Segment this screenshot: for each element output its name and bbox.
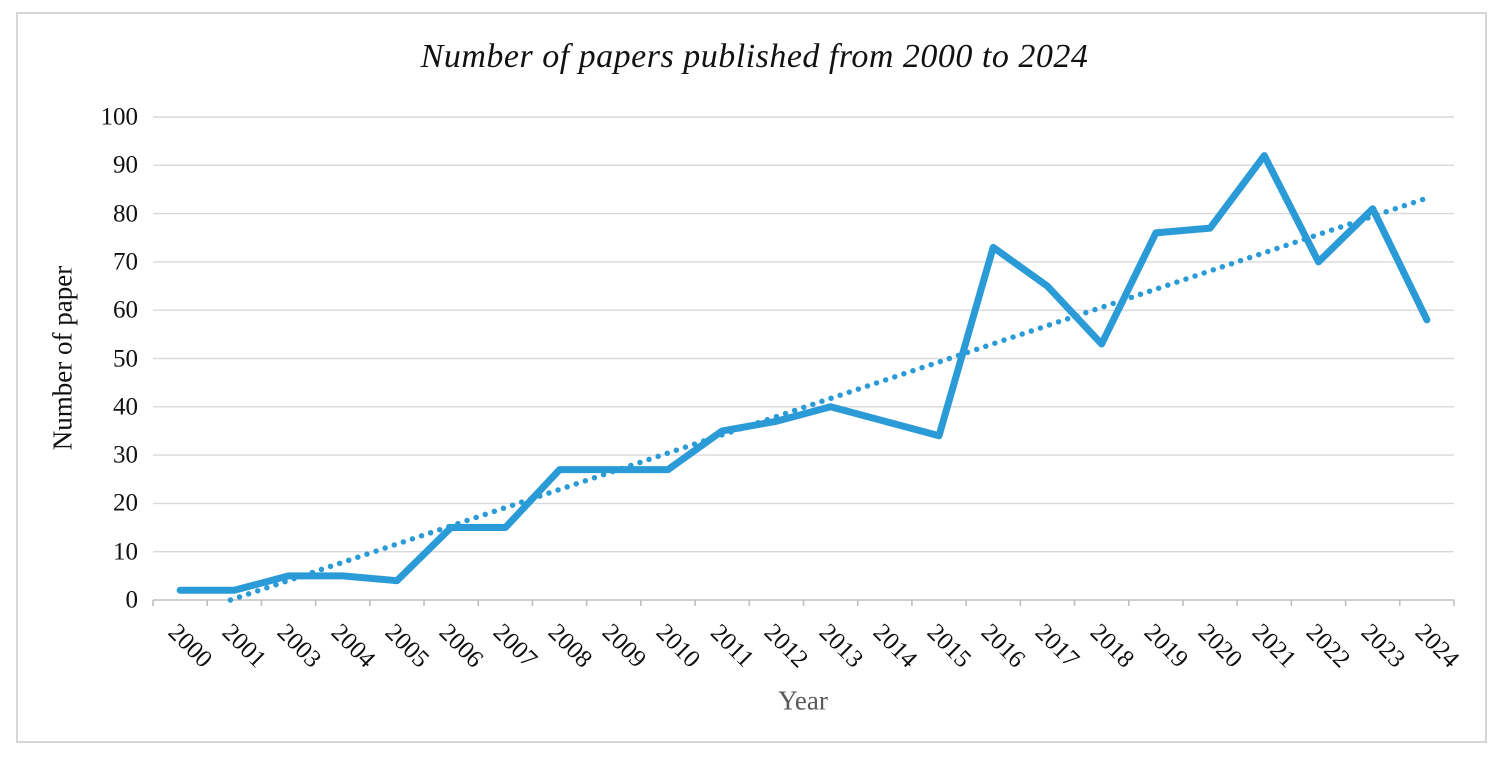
y-tick-label-10: 10 [113, 538, 138, 566]
y-tick-label-80: 80 [113, 200, 138, 228]
y-tick-label-90: 90 [113, 151, 138, 179]
y-tick-label-100: 100 [100, 103, 139, 131]
y-tick-label-50: 50 [113, 345, 138, 372]
y-tick-label-70: 70 [113, 248, 138, 276]
y-tick-label-60: 60 [113, 296, 138, 324]
x-axis-title: Year [778, 685, 828, 716]
trendline [227, 195, 1430, 603]
y-tick-label-40: 40 [113, 393, 138, 421]
chart-title: Number of papers published from 2000 to … [420, 38, 1089, 75]
y-tick-label-0: 0 [125, 586, 139, 614]
y-tick-label-30: 30 [113, 441, 138, 469]
y-tick-label-20: 20 [113, 489, 138, 517]
chart-border [16, 12, 1487, 743]
series-line [176, 152, 1431, 594]
